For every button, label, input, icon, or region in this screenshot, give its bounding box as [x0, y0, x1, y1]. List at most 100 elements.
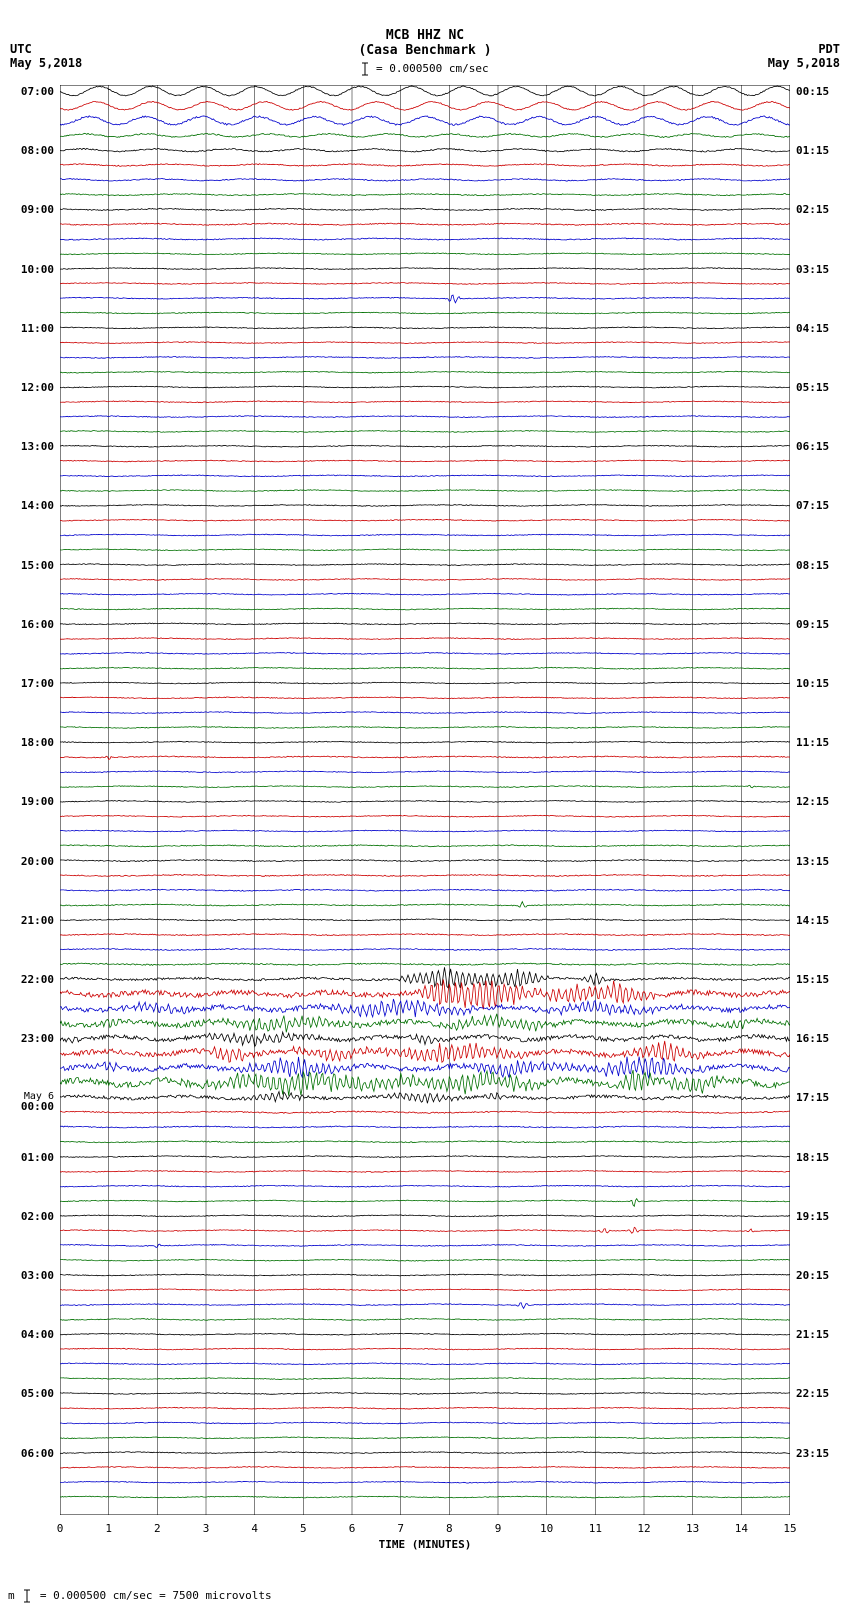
trace-row	[60, 697, 790, 699]
trace-row	[60, 312, 790, 314]
trace-row	[60, 86, 790, 96]
station-subtitle: (Casa Benchmark )	[0, 43, 850, 58]
trace-row	[60, 1032, 790, 1047]
x-tick-label: 13	[686, 1522, 699, 1535]
trace-row	[60, 638, 790, 640]
trace-row	[60, 579, 790, 581]
utc-time-label: 22:00	[21, 973, 54, 986]
trace-row	[60, 1259, 790, 1261]
right-time-axis: 00:1501:1502:1503:1504:1505:1506:1507:15…	[794, 85, 842, 1515]
pdt-time-label: 23:15	[796, 1447, 829, 1460]
trace-row	[60, 416, 790, 418]
pdt-time-label: 20:15	[796, 1269, 829, 1282]
header: MCB HHZ NC (Casa Benchmark ) = 0.000500 …	[0, 28, 850, 76]
x-tick-label: 14	[735, 1522, 748, 1535]
utc-time-label: 02:00	[21, 1210, 54, 1223]
trace-row	[60, 519, 790, 521]
trace-row	[60, 682, 790, 684]
trace-row	[60, 593, 790, 595]
trace-row	[60, 830, 790, 832]
trace-row	[60, 1199, 790, 1207]
utc-time-label: 23:00	[21, 1032, 54, 1045]
trace-row	[60, 1348, 790, 1350]
trace-row	[60, 564, 790, 566]
trace-row	[60, 712, 790, 714]
utc-date: May 5,2018	[10, 56, 82, 70]
trace-row	[60, 1185, 790, 1187]
utc-time-label: 00:00	[21, 1100, 54, 1113]
trace-row	[60, 490, 790, 492]
trace-row	[60, 1014, 790, 1033]
pdt-time-label: 21:15	[796, 1328, 829, 1341]
x-tick-label: 5	[300, 1522, 307, 1535]
trace-row	[60, 756, 790, 759]
trace-row	[60, 934, 790, 936]
utc-time-label: 01:00	[21, 1151, 54, 1164]
seismogram-container: MCB HHZ NC (Casa Benchmark ) = 0.000500 …	[0, 0, 850, 1613]
footer-scale-bar-icon	[23, 1589, 31, 1603]
trace-row	[60, 1333, 790, 1335]
pdt-time-label: 01:15	[796, 144, 829, 157]
trace-row	[60, 771, 790, 773]
footer-text: = 0.000500 cm/sec = 7500 microvolts	[40, 1589, 272, 1602]
pdt-time-label: 13:15	[796, 855, 829, 868]
pdt-time-label: 02:15	[796, 203, 829, 216]
utc-time-label: 11:00	[21, 322, 54, 335]
trace-row	[60, 1215, 790, 1217]
pdt-time-label: 17:15	[796, 1091, 829, 1104]
trace-row	[60, 608, 790, 610]
trace-row	[60, 1496, 790, 1498]
station-title: MCB HHZ NC	[0, 28, 850, 43]
pdt-time-label: 22:15	[796, 1387, 829, 1400]
trace-row	[60, 223, 790, 225]
trace-row	[60, 785, 790, 788]
footer-scale: m = 0.000500 cm/sec = 7500 microvolts	[8, 1589, 272, 1603]
pdt-time-label: 03:15	[796, 263, 829, 276]
trace-row	[60, 1378, 790, 1380]
trace-row	[60, 295, 790, 303]
pdt-label: PDT	[818, 42, 840, 56]
utc-time-label: 06:00	[21, 1447, 54, 1460]
pdt-time-label: 15:15	[796, 973, 829, 986]
pdt-time-label: 19:15	[796, 1210, 829, 1223]
trace-row	[60, 1303, 790, 1309]
x-tick-label: 3	[203, 1522, 210, 1535]
pdt-date: May 5,2018	[768, 56, 840, 70]
x-tick-label: 11	[589, 1522, 602, 1535]
trace-row	[60, 1289, 790, 1291]
x-tick-label: 10	[540, 1522, 553, 1535]
x-axis-title: TIME (MINUTES)	[379, 1538, 472, 1551]
x-axis: TIME (MINUTES) 0123456789101112131415	[60, 1518, 790, 1558]
pdt-time-label: 16:15	[796, 1032, 829, 1045]
plot-area	[60, 85, 790, 1515]
utc-time-label: 21:00	[21, 914, 54, 927]
trace-row	[60, 116, 790, 126]
trace-row	[60, 902, 790, 908]
x-tick-label: 7	[397, 1522, 404, 1535]
utc-time-label: 12:00	[21, 381, 54, 394]
utc-label: UTC	[10, 42, 32, 56]
utc-time-label: 08:00	[21, 144, 54, 157]
trace-row	[60, 1452, 790, 1454]
pdt-time-label: 12:15	[796, 795, 829, 808]
trace-row	[60, 371, 790, 373]
trace-row	[60, 1274, 790, 1276]
trace-row	[60, 194, 790, 196]
pdt-time-label: 10:15	[796, 677, 829, 690]
trace-row	[60, 164, 790, 167]
trace-row	[60, 505, 790, 507]
scale-label: = 0.000500 cm/sec	[0, 62, 850, 76]
pdt-time-label: 09:15	[796, 618, 829, 631]
trace-row	[60, 268, 790, 270]
trace-row	[60, 283, 790, 285]
utc-time-label: 05:00	[21, 1387, 54, 1400]
trace-row	[60, 238, 790, 240]
trace-row	[60, 253, 790, 255]
trace-row	[60, 1156, 790, 1158]
x-tick-label: 6	[349, 1522, 356, 1535]
pdt-time-label: 14:15	[796, 914, 829, 927]
pdt-time-label: 00:15	[796, 85, 829, 98]
pdt-time-label: 04:15	[796, 322, 829, 335]
trace-row	[60, 1126, 790, 1128]
pdt-time-label: 11:15	[796, 736, 829, 749]
